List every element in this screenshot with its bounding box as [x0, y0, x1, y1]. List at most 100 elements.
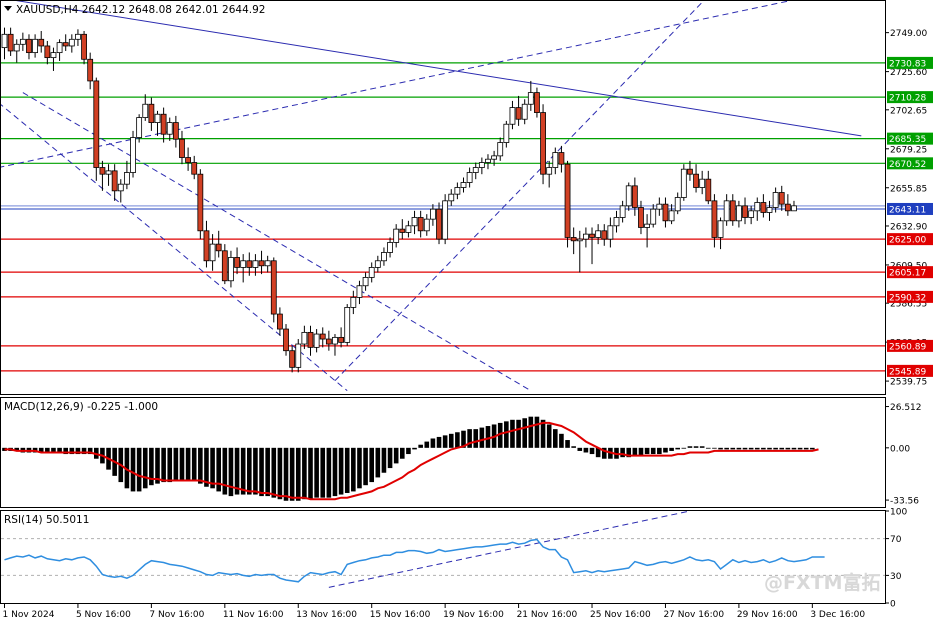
macd-bar — [577, 447, 583, 451]
candle-body — [754, 202, 761, 212]
candle-body — [68, 38, 75, 47]
rsi-panel-frame — [0, 510, 886, 604]
price-tick-label: 2655.85 — [890, 184, 927, 194]
macd-header: MACD(12,26,9) -0.225 -1.000 — [4, 401, 158, 413]
candle-body — [393, 228, 400, 243]
candle-body — [576, 238, 583, 242]
support-level-label: 2545.89 — [889, 367, 926, 377]
candle-body — [705, 178, 712, 202]
axis-layer: 2749.00 2725.60 2702.65 2679.25 2655.85 2632.… — [3, 29, 933, 620]
candle-body — [405, 225, 412, 233]
candle-body — [674, 197, 681, 212]
macd-bar — [504, 421, 509, 448]
price-layer — [1, 1, 885, 392]
macd-tick-label: -33.56 — [890, 497, 919, 507]
candle-body — [399, 228, 406, 233]
candle-body — [191, 162, 198, 175]
macd-bar — [730, 447, 736, 450]
candle-body — [50, 52, 57, 59]
macd-bar — [473, 429, 479, 448]
trend-line — [16, 1, 862, 137]
macd-bar — [412, 447, 417, 450]
macd-bar — [559, 433, 564, 448]
macd-bar — [240, 447, 246, 495]
macd-bar — [810, 447, 815, 450]
candle-body — [650, 208, 657, 225]
time-tick-label: 21 Nov 16:00 — [517, 610, 578, 620]
macd-bar — [259, 447, 264, 497]
macd-bar — [38, 447, 44, 453]
candle-body — [595, 230, 602, 238]
macd-bar — [185, 447, 191, 481]
time-tick-label: 25 Nov 16:00 — [590, 610, 651, 620]
resistance-level-label-bg — [887, 157, 933, 170]
macd-bar — [136, 447, 142, 492]
candle-body — [662, 203, 669, 222]
price-tick-label: 2632.90 — [890, 222, 927, 232]
candle-body — [307, 331, 314, 348]
candle-body — [442, 200, 449, 240]
macd-bar — [179, 447, 185, 481]
support-level-label: 2590.32 — [889, 293, 926, 303]
candle-body — [185, 157, 192, 163]
candle-body — [319, 333, 326, 340]
macd-bar — [448, 433, 454, 448]
candle-body — [215, 243, 222, 252]
price-tick-label: 2702.65 — [890, 106, 927, 116]
support-level-label-bg — [887, 290, 933, 303]
macd-bar — [332, 447, 338, 497]
support-level-label-bg — [887, 339, 933, 352]
candle-body — [87, 58, 94, 82]
candle-body — [325, 338, 332, 345]
candle-body — [417, 217, 424, 232]
candle-body — [270, 260, 277, 315]
candle-body — [729, 200, 736, 222]
macd-bar — [803, 447, 809, 450]
candle-body — [766, 207, 773, 213]
candle-body — [350, 297, 357, 308]
collapse-triangle-icon[interactable] — [4, 6, 12, 11]
macd-bar — [228, 447, 234, 497]
candle-body — [644, 223, 650, 228]
macd-bar — [393, 447, 399, 464]
support-level-label: 2560.89 — [889, 342, 926, 352]
macd-bar — [75, 447, 81, 455]
candle-body — [387, 242, 393, 253]
candle-body — [130, 137, 136, 173]
candle-body — [534, 92, 540, 113]
macd-bar — [216, 447, 221, 492]
candle-body — [472, 167, 479, 173]
resistance-level-label-bg — [887, 56, 933, 69]
candle-body — [264, 260, 271, 267]
macd-bar — [351, 447, 356, 492]
candle-body — [552, 152, 559, 168]
candle-body — [527, 92, 534, 105]
candle-body — [760, 202, 767, 213]
time-tick-label: 27 Nov 16:00 — [663, 610, 724, 620]
macd-bar — [418, 444, 423, 448]
macd-bar — [198, 447, 203, 484]
macd-bar — [326, 447, 332, 498]
candle-body — [32, 38, 38, 54]
candle-body — [784, 203, 791, 212]
macd-bar — [595, 447, 601, 458]
candle-body — [546, 167, 553, 175]
time-tick-label: 1 Nov 2024 — [3, 610, 55, 620]
candle-body — [338, 336, 345, 343]
macd-bar — [779, 447, 785, 450]
macd-bar — [761, 447, 766, 450]
support-level-label: 2625.00 — [889, 236, 926, 246]
candle-body — [234, 257, 240, 268]
macd-layer — [2, 416, 819, 501]
candle-body — [736, 205, 742, 222]
candle-body — [601, 230, 608, 240]
candle-body — [252, 260, 259, 268]
macd-bar — [657, 447, 662, 455]
candle-body — [75, 33, 81, 40]
candle-body — [81, 33, 87, 60]
macd-bar — [736, 447, 742, 450]
macd-bar — [644, 447, 650, 455]
candle-body — [491, 155, 498, 160]
macd-bar — [522, 418, 527, 448]
